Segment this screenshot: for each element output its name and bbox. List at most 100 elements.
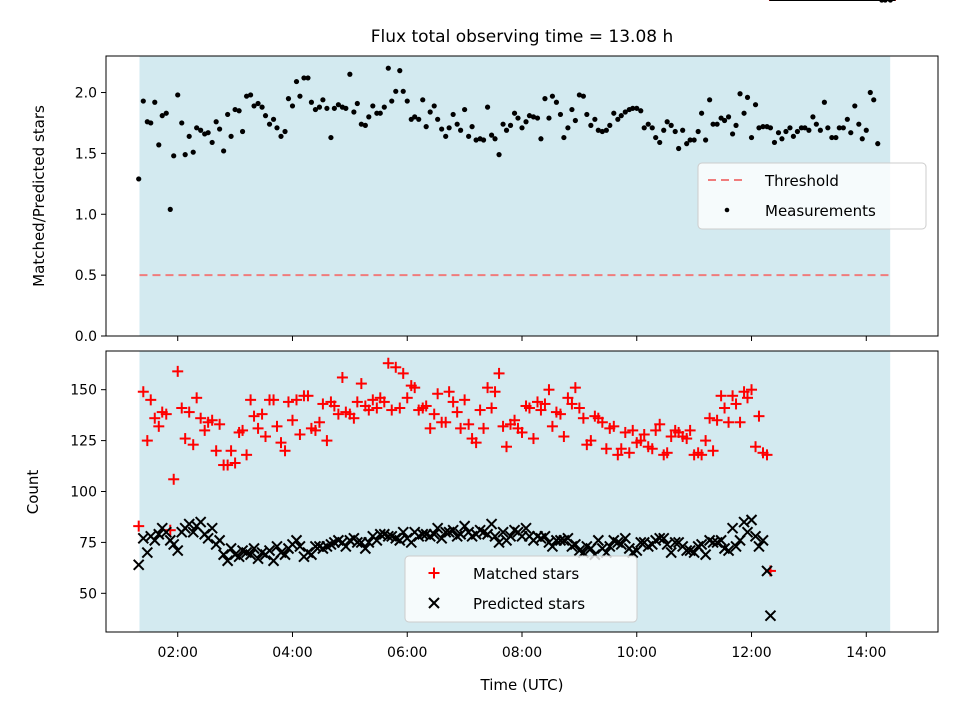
measurement-point xyxy=(546,115,552,121)
predicted-point xyxy=(160,526,172,538)
measurement-point xyxy=(469,124,475,130)
measurement-point xyxy=(236,108,242,114)
measurement-point xyxy=(645,121,651,127)
predicted-point xyxy=(753,540,765,553)
measurement-point xyxy=(523,119,529,125)
measurement-point xyxy=(863,127,869,133)
predicted-point xyxy=(749,530,762,543)
measurement-point xyxy=(221,148,227,154)
measurement-point xyxy=(320,97,326,103)
predicted-point-b xyxy=(554,534,567,547)
measurement-point xyxy=(198,127,204,133)
legend-matched-marker xyxy=(428,567,440,579)
measurement-point xyxy=(182,152,188,158)
matched-point xyxy=(535,404,547,416)
y-tick-label: 100 xyxy=(70,485,97,501)
predicted-point-b xyxy=(206,522,218,534)
predicted-point xyxy=(539,530,551,543)
measurement-point xyxy=(274,125,280,131)
matched-point xyxy=(336,371,348,383)
predicted-point-b xyxy=(431,522,444,534)
measurement-point xyxy=(239,128,246,135)
predicted-point-b xyxy=(153,528,165,540)
matched-point xyxy=(248,410,260,422)
measurement-point xyxy=(817,127,823,133)
measurement-point xyxy=(473,137,479,143)
matched-point xyxy=(160,408,172,420)
matched-point xyxy=(187,439,199,451)
matched-point xyxy=(302,390,314,402)
predicted-point-b xyxy=(172,544,184,557)
y-tick-label: 0.5 xyxy=(75,268,97,284)
matched-point xyxy=(222,459,234,471)
count-legend: Matched stars Predicted stars xyxy=(404,555,638,623)
ratio-y-axis-label: Matched/Predicted stars xyxy=(30,105,48,287)
measurement-point xyxy=(790,133,797,139)
predicted-point xyxy=(233,550,245,563)
predicted-point xyxy=(454,528,467,540)
measurement-point xyxy=(748,134,755,141)
measurement-point xyxy=(615,116,621,122)
matched-point xyxy=(635,435,647,447)
measurement-point xyxy=(557,111,564,118)
measurement-point xyxy=(825,125,831,131)
matched-point xyxy=(700,435,712,447)
predicted-point-b xyxy=(764,610,777,622)
measurement-point xyxy=(247,92,254,98)
predicted-point-b xyxy=(635,536,647,549)
predicted-point-b xyxy=(187,526,199,538)
predicted-point xyxy=(431,522,444,534)
y-tick-label: 50 xyxy=(79,586,97,602)
measurement-point xyxy=(213,119,219,125)
measurement-point xyxy=(136,176,142,182)
measurement-point xyxy=(707,97,713,103)
legend-matched-label: Matched stars xyxy=(473,565,579,583)
measurement-point xyxy=(262,113,269,119)
measurement-point xyxy=(729,131,736,137)
measurement-point xyxy=(179,120,185,126)
predicted-point-b xyxy=(573,544,586,557)
measurement-point xyxy=(630,105,636,111)
measurement-point xyxy=(343,105,349,111)
predicted-point xyxy=(359,542,372,555)
matched-point xyxy=(328,400,340,412)
matched-point xyxy=(554,408,566,420)
measurement-point xyxy=(580,93,586,99)
predicted-point xyxy=(351,536,364,549)
matched-point xyxy=(684,424,696,436)
measurement-point xyxy=(507,122,514,128)
measurement-point xyxy=(725,114,732,120)
x-tick-label: 02:00 xyxy=(158,645,198,661)
matched-point xyxy=(600,443,612,455)
measurement-point xyxy=(358,121,364,127)
predicted-point xyxy=(263,544,276,557)
matched-stars-series xyxy=(133,0,896,577)
predicted-point-b xyxy=(363,536,375,549)
legend-measurements-label: Measurements xyxy=(765,202,876,220)
matched-point xyxy=(420,400,432,412)
matched-point xyxy=(432,388,444,400)
y-tick-label: 150 xyxy=(70,383,97,399)
measurement-point xyxy=(703,137,709,143)
predicted-point-b xyxy=(619,532,631,545)
measurement-point xyxy=(661,127,667,133)
matched-point xyxy=(742,392,754,404)
predicted-point xyxy=(741,526,754,538)
measurement-point xyxy=(381,104,387,110)
measurement-point xyxy=(691,137,697,143)
matched-point xyxy=(451,406,463,418)
x-tick-label: 12:00 xyxy=(731,645,771,661)
matched-point xyxy=(443,386,455,398)
measurement-point xyxy=(435,116,441,122)
matched-point xyxy=(145,394,157,406)
predicted-point-b xyxy=(240,546,253,559)
measurement-point xyxy=(289,103,296,109)
predicted-point xyxy=(635,536,647,549)
matched-point xyxy=(696,449,708,461)
measurement-point xyxy=(297,93,303,99)
predicted-point-b xyxy=(615,538,627,551)
predicted-point-b xyxy=(271,540,283,553)
matched-point xyxy=(149,412,161,424)
predicted-point xyxy=(248,542,260,555)
